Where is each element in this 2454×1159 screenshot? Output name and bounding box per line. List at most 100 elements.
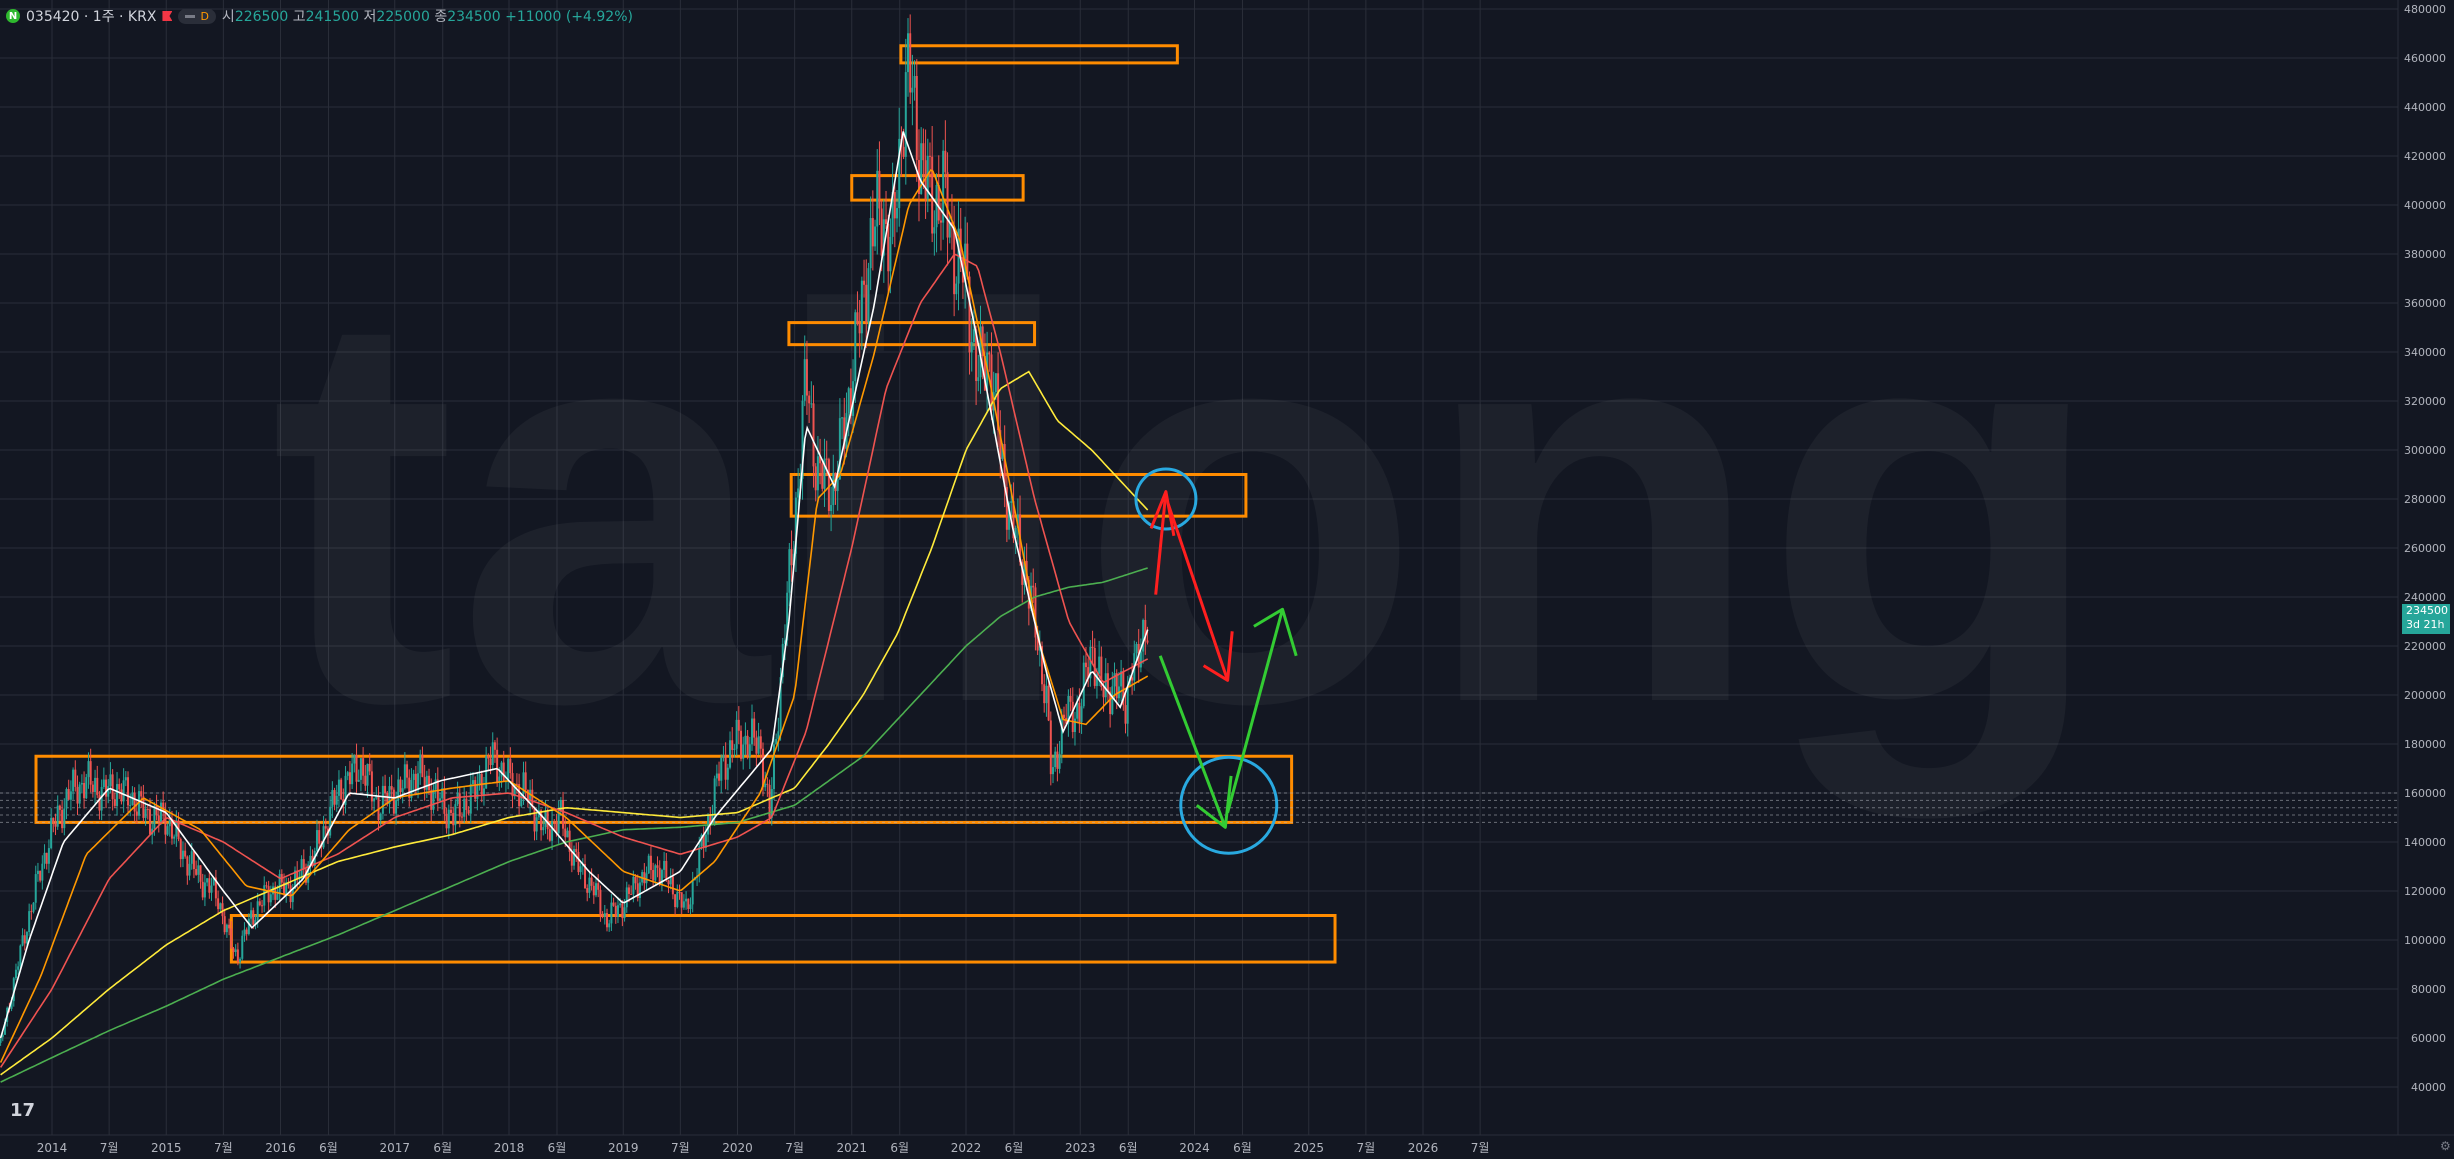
- open-label: 시: [221, 9, 235, 25]
- candle-body: [456, 793, 459, 805]
- x-tick-label: 2016: [265, 1141, 296, 1155]
- x-tick-label: 6월: [548, 1141, 567, 1155]
- time-axis[interactable]: [0, 1135, 2454, 1159]
- candle-body: [880, 208, 883, 256]
- candle-body: [1056, 751, 1059, 769]
- candle-body: [478, 773, 481, 786]
- candle-body: [333, 790, 336, 805]
- candle-body: [759, 736, 762, 749]
- candle-body: [1146, 640, 1149, 643]
- candle-body: [518, 784, 521, 807]
- candle-body: [217, 898, 220, 910]
- candle-body: [847, 388, 850, 414]
- candle-body: [318, 830, 321, 844]
- candle-body: [208, 878, 211, 893]
- candle-body: [788, 549, 791, 593]
- candle-body: [72, 769, 75, 792]
- candle-body: [309, 855, 312, 865]
- candle-body: [346, 772, 349, 776]
- candle-body: [718, 773, 721, 781]
- candle-body: [913, 76, 916, 88]
- candle-body: [867, 268, 870, 323]
- candle-body: [623, 907, 626, 919]
- candle-body: [434, 779, 437, 790]
- tradingview-logo[interactable]: 17: [10, 1100, 36, 1121]
- candle-body: [190, 851, 193, 864]
- candle-body: [766, 783, 769, 785]
- candle-body: [100, 786, 103, 811]
- candle-body: [1036, 637, 1039, 651]
- candle-body: [381, 785, 384, 814]
- candle-body: [498, 776, 501, 783]
- candle-body: [265, 885, 268, 887]
- candle-body: [632, 876, 635, 895]
- candle-body: [891, 192, 894, 237]
- high-label: 고: [292, 9, 306, 25]
- candle-body: [192, 851, 195, 869]
- candle-body: [597, 883, 600, 890]
- candle-body: [761, 748, 764, 788]
- y-tick-label: 280000: [2404, 493, 2446, 506]
- candle-body: [647, 855, 650, 874]
- candle-body: [676, 892, 679, 907]
- high-value: 241500: [305, 9, 360, 25]
- symbol-title[interactable]: 035420 · 1주 · KRX: [26, 9, 157, 25]
- candle-body: [304, 869, 307, 883]
- candle-body: [19, 945, 22, 967]
- x-tick-label: 7월: [785, 1141, 804, 1155]
- ma-orange-line: [0, 169, 1149, 1063]
- candle-body: [359, 758, 362, 780]
- candle-body: [898, 138, 901, 209]
- price-axis[interactable]: [2398, 0, 2454, 1159]
- candle-body: [1032, 585, 1035, 588]
- candle-body: [232, 948, 235, 953]
- candle-body: [603, 913, 606, 917]
- candle-body: [460, 816, 463, 818]
- red-arrow-down-shaft: [1166, 503, 1230, 681]
- candle-body: [124, 777, 127, 781]
- candle-body: [825, 458, 828, 460]
- candle-body: [1052, 767, 1055, 775]
- candle-body: [562, 799, 565, 829]
- candle-body: [449, 809, 452, 813]
- candle-body: [445, 813, 448, 829]
- candle-body: [228, 924, 231, 929]
- candle-body: [691, 880, 694, 905]
- candle-body: [375, 796, 378, 799]
- candle-body: [370, 771, 373, 802]
- candle-body: [263, 885, 266, 906]
- candle-body: [329, 806, 332, 836]
- candle-body: [164, 810, 167, 835]
- candle-body: [403, 764, 406, 789]
- candle-body: [529, 789, 532, 802]
- candle-body: [744, 735, 747, 745]
- candle-body: [214, 877, 217, 899]
- candle-body: [1001, 444, 1004, 459]
- candle-body: [63, 808, 66, 829]
- candle-body: [656, 865, 659, 868]
- candle-body: [357, 779, 360, 782]
- candle-body: [575, 848, 578, 852]
- candle-body: [142, 796, 145, 818]
- x-tick-label: 7월: [214, 1141, 233, 1155]
- candle-body: [588, 877, 591, 893]
- candle-body: [911, 87, 914, 93]
- candle-body: [458, 793, 461, 817]
- candle-body: [368, 763, 371, 772]
- watermark: tailong: [270, 193, 2105, 823]
- candle-body: [579, 866, 582, 873]
- settings-gear-icon[interactable]: ⚙: [2440, 1139, 2451, 1153]
- candle-body: [700, 834, 703, 847]
- bar-countdown: 3d 21h: [2406, 618, 2445, 631]
- candle-body: [801, 400, 804, 479]
- flag-icon[interactable]: [162, 11, 173, 21]
- y-tick-label: 200000: [2404, 689, 2446, 702]
- candle-body: [915, 76, 918, 161]
- interval-pill[interactable]: D: [178, 8, 216, 24]
- candle-body: [496, 749, 499, 783]
- candle-body: [937, 185, 940, 221]
- candle-body: [166, 826, 169, 835]
- candle-body: [146, 809, 149, 811]
- orange-zone-box: [34, 754, 1294, 824]
